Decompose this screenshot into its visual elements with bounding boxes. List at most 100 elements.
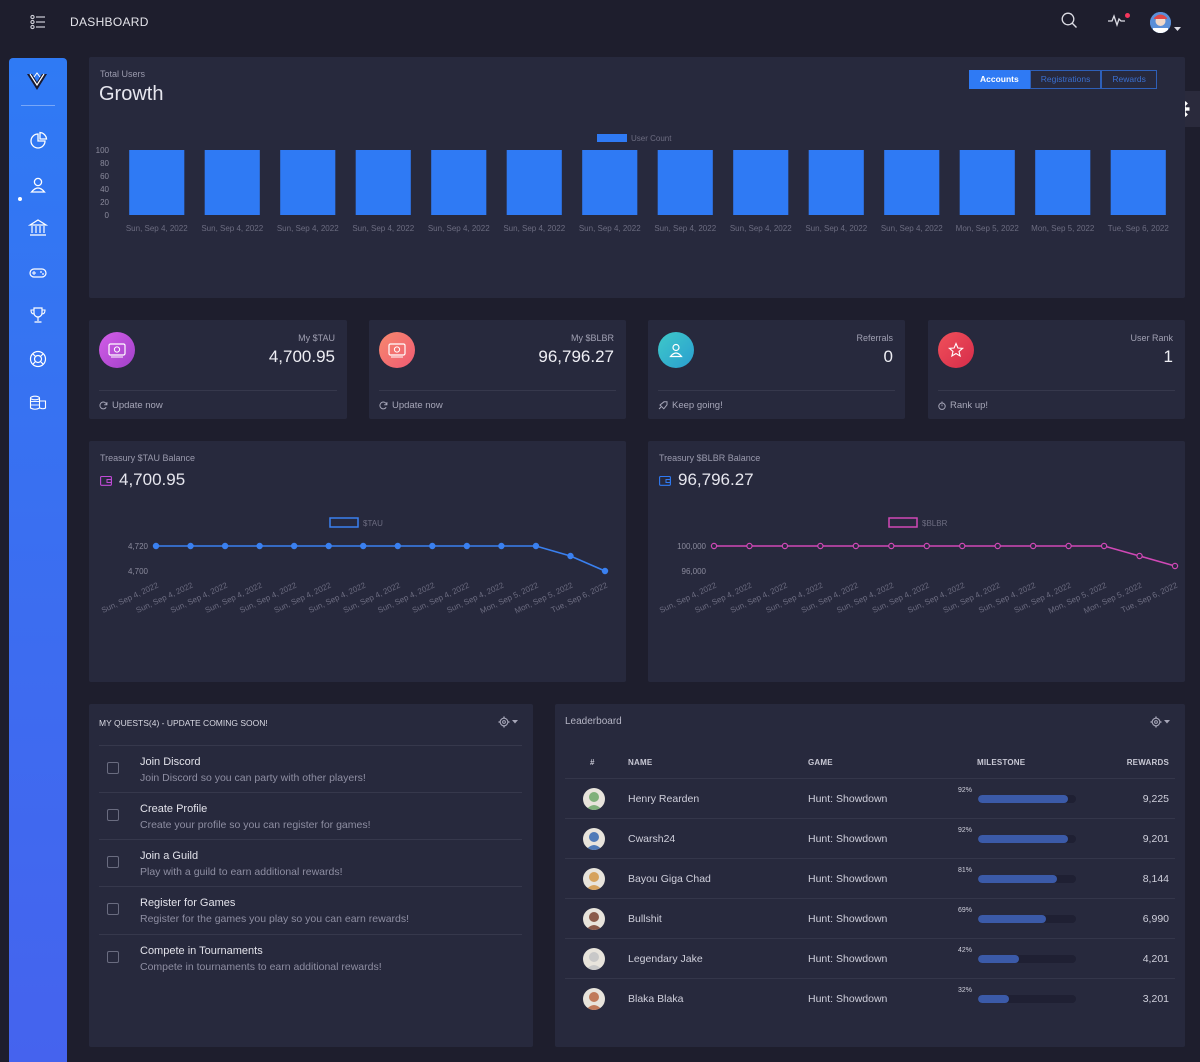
stat-divider (379, 390, 616, 391)
bank-icon[interactable] (27, 218, 49, 238)
data-point (746, 542, 753, 550)
treasury-blbr-value: 96,796.27 (678, 470, 754, 489)
caret-down-icon[interactable] (1174, 19, 1181, 37)
caret-down-icon (1164, 720, 1170, 724)
keep-going-link[interactable]: Keep going! (658, 400, 723, 411)
leaderboard-settings-dropdown[interactable] (1150, 716, 1170, 728)
quest-title: Register for Games (140, 897, 236, 909)
stat-value: 1 (1163, 347, 1173, 366)
bar (1035, 150, 1091, 215)
data-point (1100, 542, 1108, 550)
gamepad-icon[interactable] (28, 262, 48, 282)
sidebar-divider (21, 105, 55, 106)
player-avatar (583, 988, 605, 1010)
player-name: Henry Rearden (628, 793, 700, 805)
quest-item: Compete in Tournaments Compete in tourna… (99, 934, 522, 981)
treasury-blbr-card: Treasury $BLBR Balance 96,796.27 $BLBR 96… (648, 441, 1185, 682)
x-tick-label: Sun, Sep 4, 2022 (579, 224, 641, 233)
player-name: Cwarsh24 (628, 833, 676, 845)
table-row[interactable]: Bayou Giga Chad Hunt: Showdown 81% 8,144 (565, 858, 1175, 898)
player-rewards: 9,201 (1142, 833, 1169, 845)
treasury-tau-category: Treasury $TAU Balance (100, 453, 196, 463)
quest-checkbox[interactable] (107, 809, 119, 821)
y-tick-label: 4,700 (128, 567, 149, 576)
quest-title: Join Discord (140, 756, 201, 768)
series-line (714, 545, 1176, 567)
quest-checkbox[interactable] (107, 762, 119, 774)
activity-icon[interactable] (1108, 13, 1126, 32)
quests-settings-dropdown[interactable] (498, 716, 518, 728)
table-row[interactable]: Blaka Blaka Hunt: Showdown 32% 3,201 (565, 978, 1175, 1018)
quests-card: MY QUESTS(4) - UPDATE COMING SOON! Join … (89, 704, 533, 1047)
quest-description: Play with a guild to earn additional rew… (140, 866, 343, 878)
quest-description: Create your profile so you can register … (140, 819, 371, 831)
milestone-progress-bar (978, 995, 1076, 1003)
milestone-percent: 92% (958, 787, 973, 794)
x-tick-label: Mon, Sep 5, 2022 (1031, 224, 1095, 233)
y-tick-label: 4,720 (128, 542, 149, 551)
quest-item: Register for Games Register for the game… (99, 886, 522, 933)
x-tick-label: Sun, Sep 4, 2022 (730, 224, 792, 233)
user-icon[interactable] (28, 175, 48, 195)
milestone-percent: 42% (958, 947, 973, 954)
quest-title: Join a Guild (140, 850, 199, 862)
table-row[interactable]: Henry Rearden Hunt: Showdown 92% 9,225 (565, 778, 1175, 818)
tab-rewards[interactable]: Rewards (1101, 70, 1157, 89)
table-row[interactable]: Bullshit Hunt: Showdown 69% 6,990 (565, 898, 1175, 938)
trophy-icon[interactable] (28, 305, 48, 325)
quest-checkbox[interactable] (107, 903, 119, 915)
tab-accounts[interactable]: Accounts (969, 70, 1030, 89)
x-tick-label: Sun, Sep 4, 2022 (658, 580, 718, 615)
stat-card-referrals: Referrals 0 Keep going! (648, 320, 905, 419)
x-tick-label: Sun, Sep 4, 2022 (352, 224, 414, 233)
table-row[interactable]: Legendary Jake Hunt: Showdown 42% 4,201 (565, 938, 1175, 978)
bar (204, 150, 260, 215)
player-game: Hunt: Showdown (808, 873, 888, 885)
legend-swatch (597, 134, 627, 142)
money-icon (99, 332, 135, 368)
bar (1110, 150, 1166, 215)
data-point (852, 542, 860, 550)
lifebuoy-icon[interactable] (28, 349, 48, 369)
column-header-game: GAME (808, 758, 833, 767)
star-icon (938, 332, 974, 368)
quest-item: Create Profile Create your profile so yo… (99, 792, 522, 839)
growth-bar-chart: User Count 0 20 40 60 80 100 Sun, Sep 4, 2022 Su… (96, 134, 1169, 233)
series-line (156, 545, 606, 572)
bar (280, 150, 336, 215)
y-tick-label: 100 (96, 146, 110, 155)
data-point (1029, 542, 1037, 550)
growth-title: Growth (99, 83, 164, 105)
coins-icon[interactable] (28, 393, 48, 413)
column-header-milestone: MILESTONE (977, 758, 1026, 767)
update-now-link[interactable]: Update now (379, 400, 443, 411)
legend-label: $TAU (363, 519, 383, 528)
rank-up-link[interactable]: Rank up! (938, 400, 988, 411)
update-now-link[interactable]: Update now (99, 400, 163, 411)
data-point (1065, 542, 1072, 550)
quest-checkbox[interactable] (107, 856, 119, 868)
search-icon[interactable] (1061, 12, 1078, 34)
player-game: Hunt: Showdown (808, 953, 888, 965)
pie-chart-icon[interactable] (28, 131, 48, 151)
x-tick-label: Mon, Sep 5, 2022 (479, 580, 541, 615)
data-point (994, 542, 1001, 550)
milestone-percent: 69% (958, 907, 973, 914)
table-row[interactable]: Cwarsh24 Hunt: Showdown 92% 9,201 (565, 818, 1175, 858)
player-name: Bullshit (628, 913, 662, 925)
logo-icon[interactable] (26, 71, 48, 91)
menu-toggle-icon[interactable] (30, 14, 48, 30)
x-tick-label: Mon, Sep 5, 2022 (956, 224, 1020, 233)
tab-registrations[interactable]: Registrations (1029, 70, 1102, 89)
data-point (290, 542, 298, 550)
gear-icon (498, 716, 510, 728)
quest-checkbox[interactable] (107, 951, 119, 963)
bar (582, 150, 638, 215)
player-rewards: 8,144 (1142, 873, 1169, 885)
stat-footer-text: Rank up! (950, 400, 989, 411)
user-avatar[interactable] (1150, 12, 1171, 33)
milestone-progress-fill (978, 835, 1069, 843)
data-point (601, 567, 609, 575)
milestone-progress-bar (978, 875, 1076, 883)
